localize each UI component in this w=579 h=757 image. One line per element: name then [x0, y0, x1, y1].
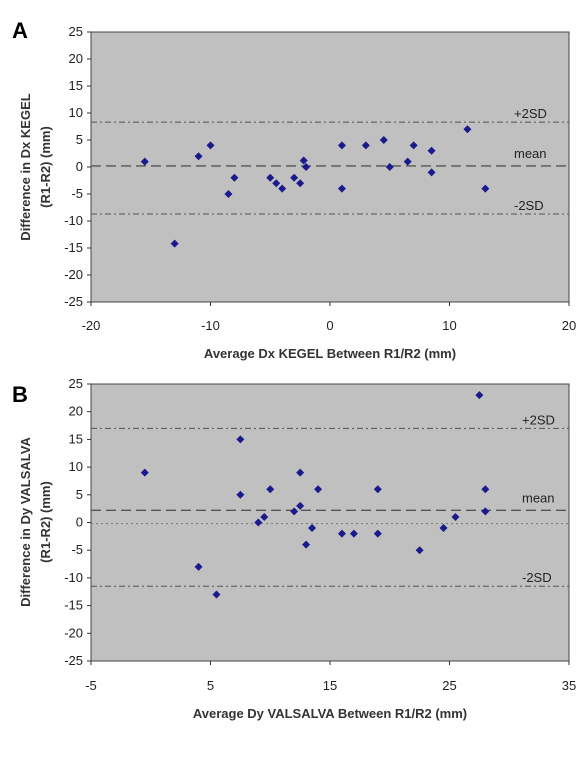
data-point [439, 524, 448, 533]
y-tick-label: -25 [64, 294, 83, 309]
y-tick-label: -5 [71, 186, 83, 201]
y-tick-label: 25 [69, 376, 83, 391]
data-point [272, 179, 281, 188]
data-point [296, 501, 305, 510]
data-point [266, 485, 275, 494]
data-point [373, 485, 382, 494]
panel-a: A 25 20 15 10 5 0 -5 -10 -15 -20 -25 -20 -10 0 10 20 +2SD… [12, 18, 576, 361]
y-tick-label: 0 [76, 159, 83, 174]
y-axis-title: (R1-R2) (mm) [38, 126, 53, 208]
y-tick-label: -5 [71, 542, 83, 557]
y-tick-label: 15 [69, 78, 83, 93]
plot-area [90, 31, 570, 303]
y-tick-label: 10 [69, 105, 83, 120]
x-tick-label: 10 [442, 318, 456, 333]
y-tick-label: -15 [64, 598, 83, 613]
data-point [302, 540, 311, 549]
x-tick-label: -20 [82, 318, 101, 333]
data-point [361, 141, 370, 150]
x-tick-label: 20 [562, 318, 576, 333]
data-point [206, 141, 215, 150]
x-tick-label: 15 [323, 678, 337, 693]
data-point [385, 163, 394, 171]
y-axis-title: Difference in Dx KEGEL [18, 93, 33, 240]
data-point [170, 239, 179, 248]
y-tick-label: 10 [69, 459, 83, 474]
x-tick-label: 25 [442, 678, 456, 693]
y-tick-label: 15 [69, 431, 83, 446]
y-axis-title: (R1-R2) (mm) [38, 481, 53, 563]
data-point [481, 507, 490, 516]
data-point [337, 141, 346, 150]
x-tick-label: 0 [326, 318, 333, 333]
data-point [236, 490, 245, 499]
data-point [296, 468, 305, 477]
x-tick-label: -10 [201, 318, 220, 333]
data-point [308, 524, 317, 533]
x-axis-title: Average Dx KEGEL Between R1/R2 (mm) [204, 346, 456, 361]
y-tick-label: -10 [64, 570, 83, 585]
data-point [379, 136, 388, 144]
data-point [290, 173, 299, 182]
data-point [349, 529, 358, 538]
data-point [194, 562, 203, 571]
y-tick-label: -20 [64, 267, 83, 282]
data-point [302, 163, 311, 171]
data-point [314, 485, 323, 494]
data-point [475, 391, 484, 400]
data-point [194, 152, 203, 161]
panel-letter: B [12, 382, 28, 407]
data-point [409, 141, 418, 150]
y-tick-label: -15 [64, 240, 83, 255]
reference-line-label: +2SD [522, 412, 555, 427]
y-tick-label: 20 [69, 404, 83, 419]
plot-area [90, 383, 570, 662]
data-point [140, 468, 149, 477]
data-point [296, 179, 305, 188]
data-point [290, 507, 299, 516]
data-point [224, 190, 233, 198]
data-point [230, 173, 239, 182]
x-tick-label: 35 [562, 678, 576, 693]
y-tick-label: -20 [64, 625, 83, 640]
data-point [427, 168, 436, 177]
data-point [415, 546, 424, 555]
x-tick-label: -5 [85, 678, 97, 693]
y-tick-label: 0 [76, 515, 83, 530]
reference-line-label: -2SD [522, 570, 552, 585]
data-point [266, 173, 275, 182]
data-point [481, 485, 490, 494]
data-point [403, 157, 412, 166]
reference-line-label: mean [522, 490, 555, 505]
data-point [212, 590, 221, 599]
data-point [254, 518, 263, 527]
x-axis-title: Average Dy VALSALVA Between R1/R2 (mm) [193, 706, 467, 721]
y-tick-label: 5 [76, 132, 83, 147]
data-point [337, 184, 346, 193]
data-point [427, 146, 436, 155]
y-tick-label: 25 [69, 24, 83, 39]
data-point [451, 512, 460, 521]
data-point [299, 156, 308, 165]
data-point [337, 529, 346, 538]
data-point [140, 157, 149, 166]
y-axis-title: Difference in Dy VALSALVA [18, 437, 33, 607]
panel-letter: A [12, 18, 28, 43]
y-tick-label: 20 [69, 51, 83, 66]
y-tick-label: -25 [64, 653, 83, 668]
y-tick-label: -10 [64, 213, 83, 228]
reference-line-label: -2SD [514, 198, 544, 213]
data-point [481, 184, 490, 193]
reference-line-label: +2SD [514, 106, 547, 121]
data-point [463, 125, 472, 134]
data-point [278, 184, 287, 193]
data-point [236, 435, 245, 444]
data-point [373, 529, 382, 538]
reference-line-label: mean [514, 146, 547, 161]
y-tick-label: 5 [76, 487, 83, 502]
data-point [260, 512, 269, 521]
x-tick-label: 5 [207, 678, 214, 693]
